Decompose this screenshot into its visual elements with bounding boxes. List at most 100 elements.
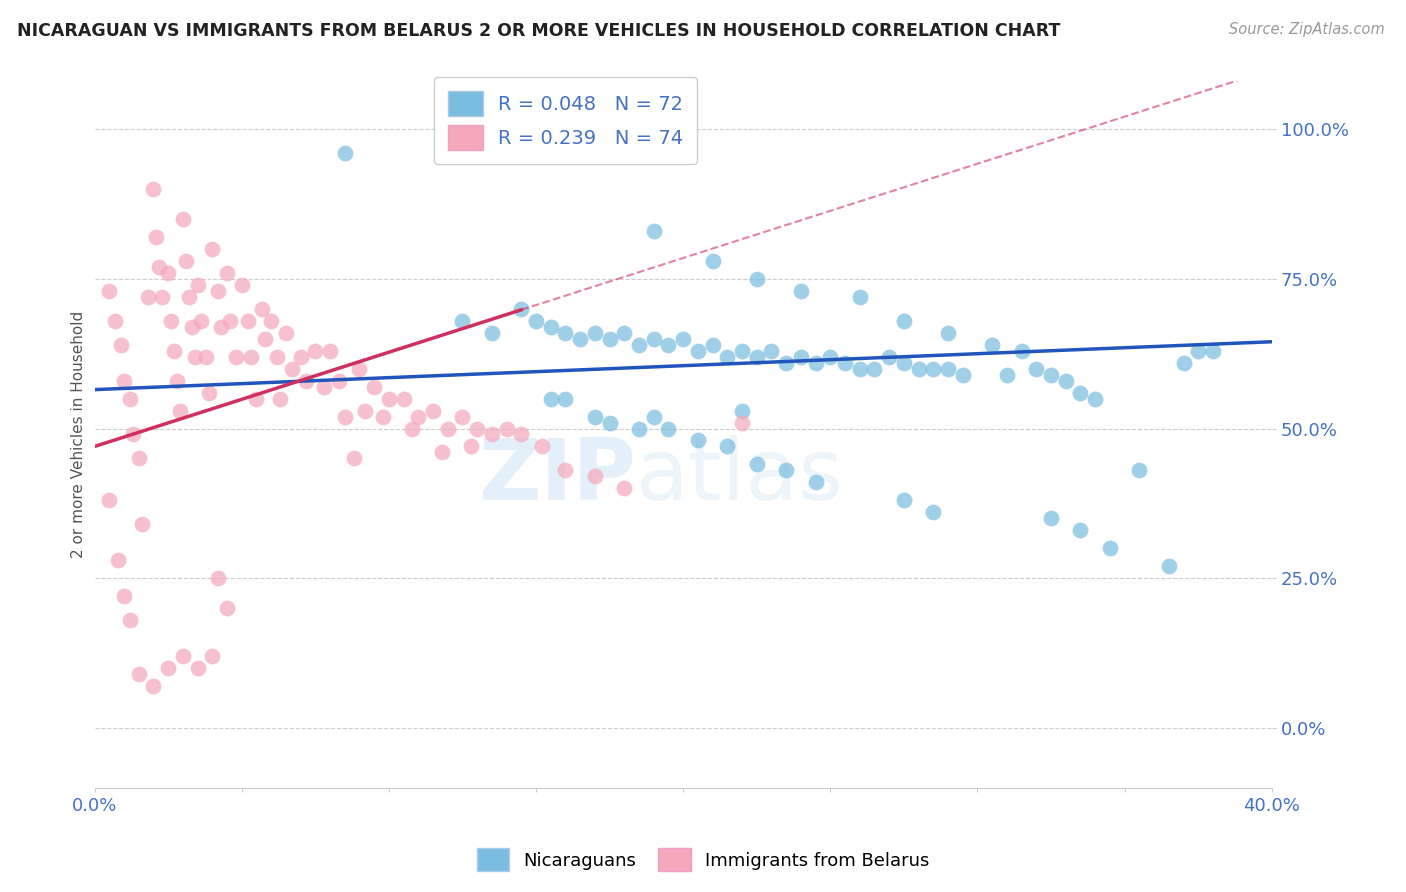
Point — [172, 212, 194, 227]
Point — [239, 350, 262, 364]
Point — [672, 332, 695, 346]
Point — [333, 409, 356, 424]
Point — [643, 332, 665, 346]
Point — [554, 326, 576, 340]
Point — [201, 242, 224, 256]
Point — [922, 505, 945, 519]
Point — [371, 409, 394, 424]
Point — [613, 326, 636, 340]
Point — [893, 493, 915, 508]
Point — [174, 254, 197, 268]
Point — [187, 661, 209, 675]
Point — [981, 337, 1004, 351]
Point — [554, 392, 576, 406]
Point — [187, 277, 209, 292]
Point — [408, 409, 430, 424]
Point — [112, 374, 135, 388]
Point — [1069, 523, 1091, 537]
Point — [510, 301, 533, 316]
Point — [936, 361, 959, 376]
Point — [349, 361, 371, 376]
Point — [731, 343, 754, 358]
Point — [686, 343, 709, 358]
Point — [510, 427, 533, 442]
Point — [952, 368, 974, 382]
Point — [157, 661, 180, 675]
Point — [266, 350, 288, 364]
Point — [643, 224, 665, 238]
Point — [328, 374, 350, 388]
Point — [790, 284, 813, 298]
Point — [657, 421, 679, 435]
Point — [628, 337, 651, 351]
Point — [422, 403, 444, 417]
Point — [820, 350, 842, 364]
Point — [177, 290, 200, 304]
Point — [451, 409, 474, 424]
Point — [554, 463, 576, 477]
Point — [401, 421, 423, 435]
Point — [118, 613, 141, 627]
Point — [128, 451, 150, 466]
Point — [848, 290, 870, 304]
Point — [207, 571, 229, 585]
Point — [319, 343, 342, 358]
Point — [643, 409, 665, 424]
Point — [180, 319, 202, 334]
Point — [702, 254, 724, 268]
Point — [804, 475, 827, 490]
Point — [1187, 343, 1209, 358]
Legend: R = 0.048   N = 72, R = 0.239   N = 74: R = 0.048 N = 72, R = 0.239 N = 74 — [434, 77, 697, 164]
Point — [613, 481, 636, 495]
Point — [1202, 343, 1225, 358]
Point — [148, 260, 170, 274]
Legend: Nicaraguans, Immigrants from Belarus: Nicaraguans, Immigrants from Belarus — [470, 841, 936, 879]
Point — [295, 374, 318, 388]
Point — [686, 434, 709, 448]
Point — [1128, 463, 1150, 477]
Point — [540, 392, 562, 406]
Text: NICARAGUAN VS IMMIGRANTS FROM BELARUS 2 OR MORE VEHICLES IN HOUSEHOLD CORRELATIO: NICARAGUAN VS IMMIGRANTS FROM BELARUS 2 … — [17, 22, 1060, 40]
Point — [761, 343, 783, 358]
Point — [804, 356, 827, 370]
Point — [107, 553, 129, 567]
Point — [1040, 368, 1063, 382]
Point — [877, 350, 900, 364]
Point — [524, 314, 547, 328]
Point — [121, 427, 143, 442]
Point — [198, 385, 221, 400]
Point — [195, 350, 218, 364]
Point — [481, 326, 503, 340]
Point — [495, 421, 517, 435]
Point — [893, 356, 915, 370]
Point — [231, 277, 253, 292]
Point — [657, 337, 679, 351]
Point — [314, 379, 336, 393]
Point — [160, 314, 183, 328]
Point — [716, 440, 738, 454]
Point — [183, 350, 205, 364]
Point — [118, 392, 141, 406]
Point — [834, 356, 856, 370]
Point — [1069, 385, 1091, 400]
Point — [775, 356, 797, 370]
Point — [392, 392, 415, 406]
Point — [1173, 356, 1195, 370]
Point — [290, 350, 312, 364]
Point — [745, 458, 768, 472]
Point — [936, 326, 959, 340]
Point — [142, 679, 165, 693]
Point — [354, 403, 377, 417]
Point — [745, 350, 768, 364]
Point — [790, 350, 813, 364]
Point — [1011, 343, 1033, 358]
Point — [260, 314, 283, 328]
Point — [1157, 559, 1180, 574]
Point — [995, 368, 1018, 382]
Point — [922, 361, 945, 376]
Point — [1098, 541, 1121, 556]
Point — [150, 290, 173, 304]
Point — [304, 343, 326, 358]
Y-axis label: 2 or more Vehicles in Household: 2 or more Vehicles in Household — [72, 311, 86, 558]
Point — [142, 182, 165, 196]
